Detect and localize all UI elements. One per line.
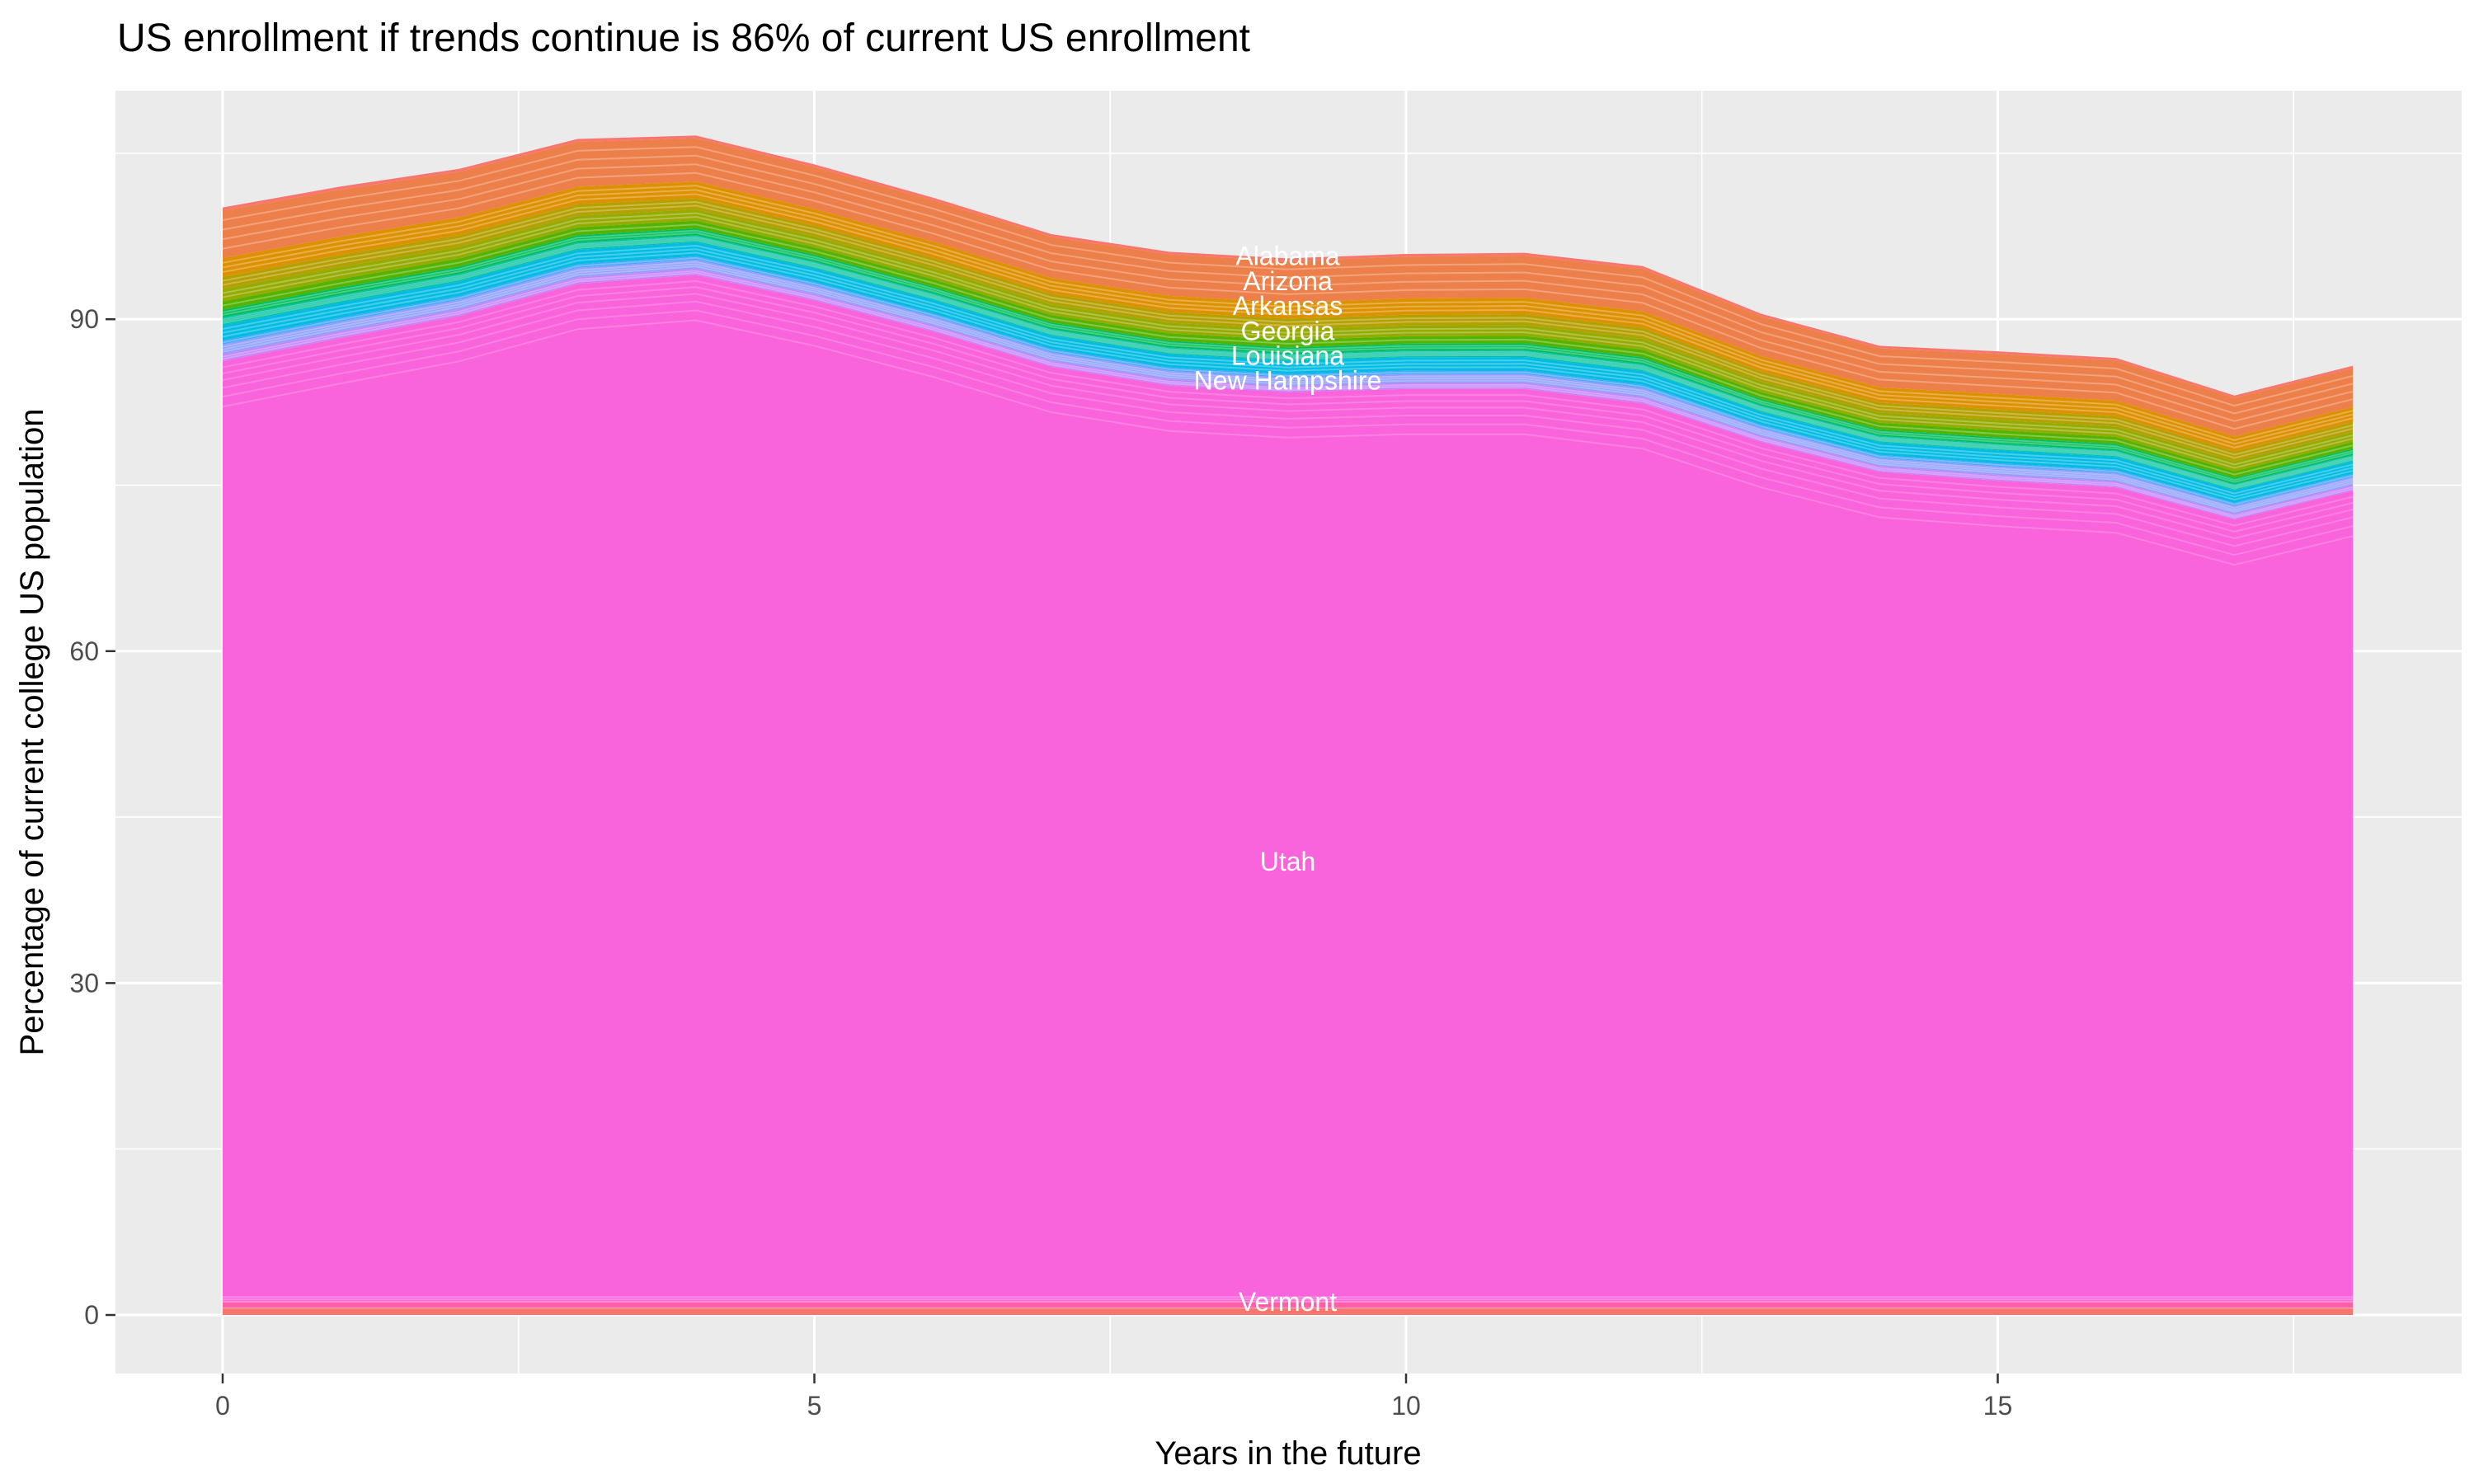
teal-band [223, 235, 2353, 491]
salmon-strip [223, 1308, 2353, 1315]
band-separator-line [222, 248, 2354, 498]
band-separator-line [222, 286, 2354, 533]
band-separator-line [222, 271, 2354, 519]
y-axis-tick-labels: 0 30 60 90 [69, 304, 99, 1330]
band-separator-line [222, 309, 2354, 556]
x-tick-label: 15 [1983, 1391, 2013, 1421]
band-separator-line [222, 204, 2354, 459]
band-separator-line [222, 300, 2354, 547]
band-separator-line [222, 245, 2354, 495]
x-tick-label: 5 [807, 1391, 822, 1421]
area-label-vermont: Vermont [1239, 1287, 1337, 1317]
band-separator-line [222, 232, 2354, 483]
green-band [223, 220, 2353, 478]
band-separator-line [222, 229, 2354, 481]
band-separator-line [222, 185, 2354, 441]
y-tick-label: 60 [69, 636, 99, 666]
y-tick-label: 0 [84, 1300, 99, 1330]
band-separator-line [222, 212, 2354, 466]
chart-title: US enrollment if trends continue is 86% … [117, 16, 1250, 60]
stacked-areas [223, 135, 2353, 1315]
band-separator-line [222, 270, 2354, 517]
y-axis-title: Percentage of current college US populat… [14, 409, 50, 1056]
area-label-arizona: Arizona [1243, 266, 1333, 296]
cyan-band [223, 242, 2353, 503]
x-axis-title: Years in the future [1155, 1435, 1421, 1472]
area-label-utah: Utah [1260, 847, 1316, 876]
band-separator-line [222, 216, 2354, 469]
periwinkle-band [223, 259, 2353, 514]
y-tick-label: 30 [69, 968, 99, 998]
band-separator-line [222, 193, 2354, 448]
olive-band [223, 198, 2353, 462]
band-separator-line [222, 223, 2354, 476]
x-tick-label: 10 [1391, 1391, 1421, 1421]
area-label-louisiana: Louisiana [1231, 340, 1344, 370]
state-band-separators [222, 146, 2354, 1309]
band-separator-line [222, 239, 2354, 490]
x-tick-label: 0 [215, 1391, 230, 1421]
yellow-green-band [223, 209, 2353, 472]
area-label-alabama: Alabama [1235, 242, 1340, 271]
band-separator-line [222, 256, 2354, 505]
band-separator-line [222, 279, 2354, 527]
utah-band [223, 275, 2353, 1303]
amber-band [223, 181, 2353, 452]
band-separator-line [222, 261, 2354, 510]
band-separator-line [222, 265, 2354, 513]
band-separator-line [222, 237, 2354, 489]
y-tick-label: 90 [69, 304, 99, 334]
hotpink-strip [223, 1302, 2353, 1308]
axis-ticks [106, 317, 1999, 1383]
band-separator-line [222, 154, 2354, 415]
band-separator-line [222, 171, 2354, 430]
orange-band [223, 138, 2353, 437]
band-separator-line [222, 163, 2354, 422]
band-separator-line [222, 236, 2354, 487]
state-area-labels: AlabamaArizonaArkansasGeorgiaLouisianaNe… [1194, 242, 1382, 1317]
band-separator-line [222, 189, 2354, 445]
band-separator-line [222, 293, 2354, 539]
band-separator-line [222, 201, 2354, 456]
area-label-new-hampshire: New Hampshire [1194, 366, 1382, 396]
spring-green-band [223, 228, 2353, 485]
band-separator-line [222, 263, 2354, 511]
band-separator-line [222, 319, 2354, 566]
band-separator-line [222, 146, 2354, 407]
area-label-arkansas: Arkansas [1233, 291, 1343, 321]
area-label-georgia: Georgia [1241, 316, 1335, 345]
violet-band [223, 268, 2353, 520]
x-axis-tick-labels: 0 5 10 15 [215, 1391, 2012, 1421]
band-separator-line [222, 251, 2354, 501]
